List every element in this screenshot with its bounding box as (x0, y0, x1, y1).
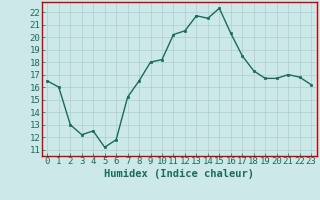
X-axis label: Humidex (Indice chaleur): Humidex (Indice chaleur) (104, 169, 254, 179)
